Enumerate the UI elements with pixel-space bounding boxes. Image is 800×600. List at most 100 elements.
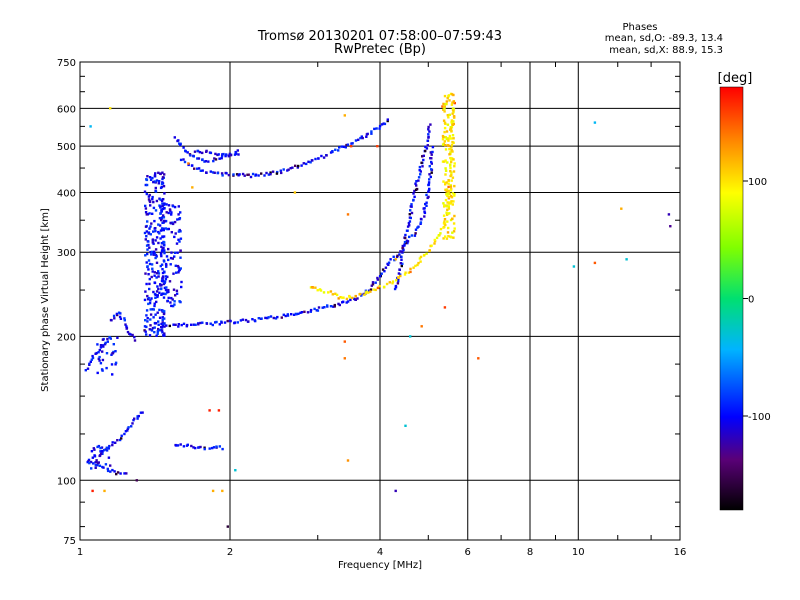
o-mode-point [260,317,263,320]
x-mode-point [451,217,454,221]
o-mode-point [316,309,320,312]
o-mode-point [215,445,218,448]
o-mode-point [147,195,151,198]
o-mode-point [158,329,162,332]
o-mode-point [180,285,183,289]
o-mode-point [170,211,173,214]
x-mode-point [450,129,453,132]
o-mode-point [177,266,180,269]
o-mode-point [159,172,162,176]
x-mode-point [445,137,448,141]
o-mode-point [144,290,147,293]
o-mode-point [126,429,129,432]
o-mode-point [321,306,324,309]
o-mode-point [221,174,224,177]
o-mode-point [409,216,412,220]
o-mode-point [161,268,164,271]
o-mode-point [161,276,164,280]
o-mode-point [149,313,153,316]
y-tick-label: 400 [57,188,76,199]
scattered-point [208,409,211,412]
o-mode-point [97,461,100,464]
x-mode-point [447,94,451,97]
o-mode-point [159,264,162,268]
o-mode-point [222,152,225,156]
o-mode-point [149,233,152,236]
x-mode-point [445,130,449,133]
x-mode-point [450,103,454,106]
o-mode-point [201,158,204,161]
o-mode-point [417,225,420,228]
o-mode-point [172,288,176,291]
o-mode-point [162,227,165,230]
o-mode-point [176,218,179,221]
o-mode-point [400,264,403,268]
o-mode-point [338,146,341,149]
x-mode-point [447,182,450,185]
o-mode-point [171,205,175,208]
x-mode-point [453,165,456,168]
o-mode-point [427,181,431,184]
o-mode-point [163,317,166,320]
o-mode-point [276,170,279,174]
o-mode-point [111,373,114,376]
o-mode-point [177,139,180,142]
o-mode-point [123,432,126,436]
o-mode-point [223,321,227,324]
o-mode-point [396,282,400,285]
o-mode-point [306,311,310,314]
o-mode-point [162,216,166,219]
o-mode-point [179,211,182,214]
scattered-point [89,125,92,128]
o-mode-point [275,172,279,175]
x-mode-point [388,281,391,284]
x-mode-point [452,137,455,140]
o-mode-point [164,292,167,296]
o-mode-point [428,165,431,168]
o-mode-point [137,414,140,418]
x-mode-point [447,226,450,230]
o-mode-point [88,362,91,365]
scattered-point [343,357,346,360]
x-mode-point [448,192,451,195]
o-mode-point [146,317,149,320]
o-mode-point [175,271,178,274]
o-mode-point [427,128,430,131]
x-mode-point [319,289,323,292]
o-mode-point [205,171,208,174]
o-mode-point [199,445,202,449]
o-mode-point [158,308,161,312]
o-mode-point [307,160,310,163]
x-mode-point [439,232,442,235]
o-mode-point [146,220,149,223]
o-mode-point [168,208,172,211]
o-mode-point [173,205,177,209]
o-mode-point [143,231,147,235]
o-mode-point [131,333,134,337]
o-mode-point [158,217,162,220]
o-mode-point [409,205,412,208]
o-mode-point [112,343,115,346]
o-mode-point [163,202,166,205]
o-mode-point [406,225,410,228]
x-mode-point [446,192,450,195]
o-mode-point [174,264,177,267]
x-mode-point [446,97,449,100]
o-mode-point [157,223,160,226]
o-mode-point [162,235,166,238]
o-mode-point [185,323,189,327]
x-mode-point [451,107,455,110]
o-mode-point [152,252,155,255]
o-mode-point [176,264,180,268]
o-mode-point [101,350,104,353]
o-mode-point [189,154,192,157]
x-mode-point [445,100,448,103]
o-mode-point [149,250,152,254]
x-mode-point [442,214,446,217]
o-mode-point [161,202,164,205]
x-mode-point [449,189,453,192]
o-mode-point [414,182,417,185]
o-mode-point [419,222,422,225]
o-mode-point [197,157,201,160]
o-mode-point [305,162,308,166]
